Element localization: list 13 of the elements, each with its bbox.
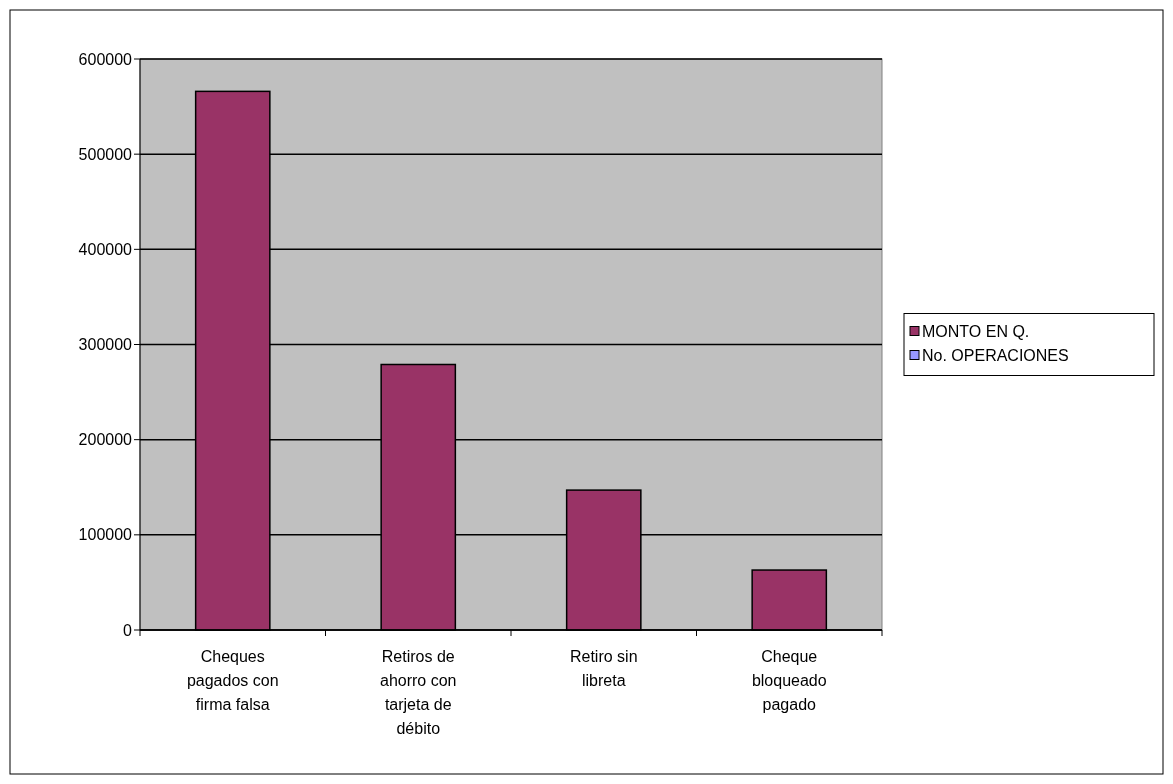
y-tick-label: 400000 xyxy=(78,240,133,258)
x-tick-label: Cheque bloqueado pagado xyxy=(751,648,827,713)
legend-label: MONTO EN Q. xyxy=(922,323,1030,341)
x-tick-label: Retiro sin libreta xyxy=(569,648,638,689)
legend-label: No. OPERACIONES xyxy=(922,347,1069,365)
y-tick-label: 200000 xyxy=(78,431,133,449)
y-tick-label: 600000 xyxy=(78,50,133,68)
y-tick-label: 100000 xyxy=(78,526,133,544)
x-tick-label: Retiros de ahorro con tarjeta de débito xyxy=(380,648,457,737)
x-tick-label: Cheques pagados con firma falsa xyxy=(186,648,279,713)
y-tick-label: 500000 xyxy=(78,145,133,163)
y-tick-label: 300000 xyxy=(78,336,133,354)
y-tick-label: 0 xyxy=(123,621,133,639)
